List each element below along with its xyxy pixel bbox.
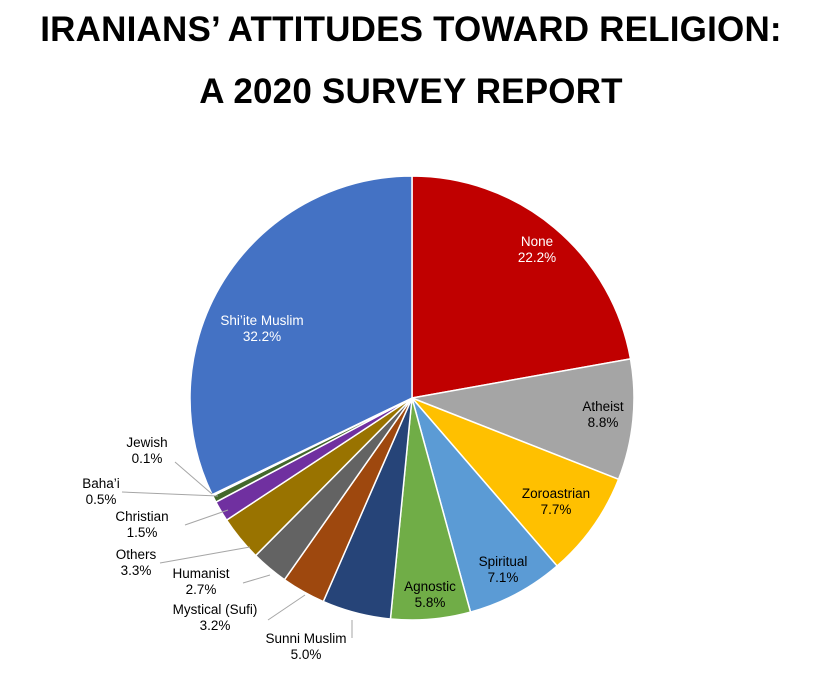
slice-value-humanist: 2.7% (186, 582, 217, 597)
slice-label-none: None 22.2% (518, 234, 556, 265)
slice-category-christian: Christian (115, 509, 168, 524)
slice-label-agnostic: Agnostic 5.8% (404, 579, 456, 610)
slice-label-zoroastrian: Zoroastrian 7.7% (522, 486, 590, 517)
slice-label-humanist: Humanist 2.7% (172, 566, 229, 597)
leader-line-others (159, 546, 251, 564)
leader-line-baha-i (121, 491, 219, 497)
slice-category-agnostic: Agnostic (404, 579, 456, 594)
leader-line-jewish (174, 461, 213, 495)
leader-line-humanist (242, 574, 271, 584)
slice-label-jewish: Jewish 0.1% (126, 435, 167, 466)
slice-category-zoroastrian: Zoroastrian (522, 486, 590, 501)
slice-category-jewish: Jewish (126, 435, 167, 450)
slice-category-sunni-muslim: Sunni Muslim (265, 631, 346, 646)
slice-value-jewish: 0.1% (132, 451, 163, 466)
slice-value-none: 22.2% (518, 250, 556, 265)
leader-line-mystical-sufi (267, 594, 306, 621)
slice-value-zoroastrian: 7.7% (541, 502, 572, 517)
pie-slice-zoroastrian (411, 397, 620, 568)
slice-label-baha-i: Baha’i 0.5% (82, 476, 120, 507)
pie-slice-shi-ite-muslim (189, 175, 413, 496)
slice-label-christian: Christian 1.5% (115, 509, 168, 540)
chart-title-line-2: A 2020 SURVEY REPORT (199, 72, 623, 111)
slice-category-none: None (521, 234, 553, 249)
slice-value-others: 3.3% (121, 563, 152, 578)
slice-value-baha-i: 0.5% (86, 492, 117, 507)
slice-label-others: Others 3.3% (116, 547, 157, 578)
slice-category-baha-i: Baha’i (82, 476, 120, 491)
leader-lines (121, 461, 353, 638)
slice-label-spiritual: Spiritual 7.1% (479, 554, 528, 585)
slice-label-atheist: Atheist 8.8% (582, 399, 624, 430)
slice-value-shi-ite-muslim: 32.2% (243, 329, 281, 344)
slice-category-others: Others (116, 547, 157, 562)
slice-category-mystical-sufi: Mystical (Sufi) (173, 602, 258, 617)
pie-slices (189, 175, 635, 621)
slice-category-shi-ite-muslim: Shi’ite Muslim (220, 313, 303, 328)
slice-label-sunni-muslim: Sunni Muslim 5.0% (265, 631, 346, 662)
slice-label-mystical-sufi: Mystical (Sufi) 3.2% (173, 602, 258, 633)
leader-line-christian (184, 509, 229, 526)
slice-labels: None 22.2% Atheist 8.8% Zoroastrian 7.7% Spiri… (82, 234, 624, 662)
slice-value-atheist: 8.8% (588, 415, 619, 430)
pie-slice-atheist (409, 357, 635, 481)
slice-value-spiritual: 7.1% (488, 570, 519, 585)
slice-category-atheist: Atheist (582, 399, 624, 414)
chart-title-line-1: IRANIANS’ ATTITUDES TOWARD RELIGION: (40, 10, 782, 49)
slice-label-shi-ite-muslim: Shi’ite Muslim 32.2% (220, 313, 303, 344)
slice-value-mystical-sufi: 3.2% (200, 618, 231, 633)
slice-category-humanist: Humanist (172, 566, 229, 581)
slice-value-christian: 1.5% (127, 525, 158, 540)
pie-slice-none (411, 175, 632, 399)
slice-value-sunni-muslim: 5.0% (291, 647, 322, 662)
slice-value-agnostic: 5.8% (415, 595, 446, 610)
slice-category-spiritual: Spiritual (479, 554, 528, 569)
